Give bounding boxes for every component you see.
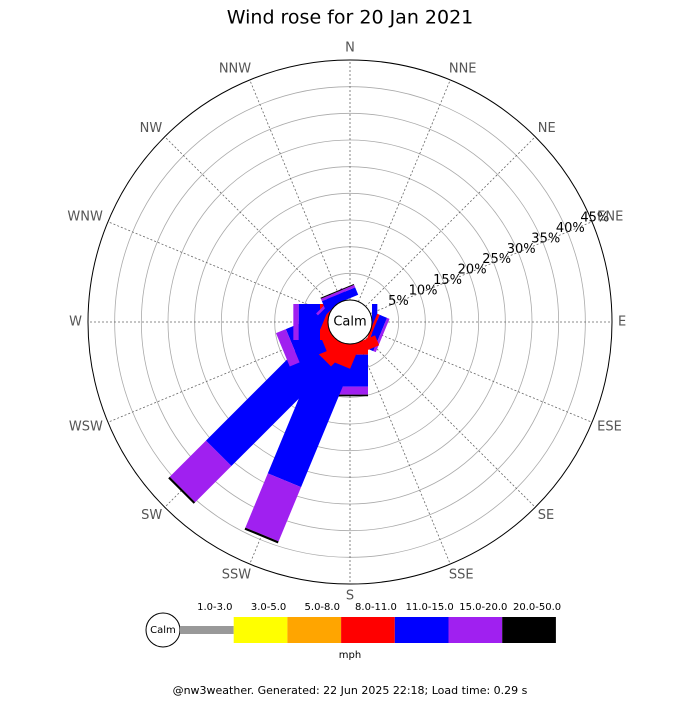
legend-swatch <box>502 617 556 643</box>
wind-bar-segment <box>244 527 279 544</box>
direction-label: SW <box>141 508 162 523</box>
direction-label: WNW <box>67 210 103 225</box>
direction-label: NE <box>538 121 556 136</box>
direction-label: WSW <box>69 419 103 434</box>
wind-bar-segment <box>320 283 355 299</box>
legend-swatch <box>180 626 234 634</box>
direction-label: N <box>345 41 355 56</box>
wind-bar-segment <box>293 304 299 340</box>
legend-swatch <box>341 617 395 643</box>
legend-label: 11.0-15.0 <box>406 602 454 613</box>
wind-bar-segment <box>168 476 196 504</box>
spoke <box>358 79 451 302</box>
direction-label: NNW <box>219 61 251 76</box>
r-tick-label: 25% <box>482 252 511 267</box>
calm-label: Calm <box>333 315 366 330</box>
legend-swatch <box>394 617 449 643</box>
legend-label: 20.0-50.0 <box>513 602 561 613</box>
spoke <box>370 221 593 314</box>
r-tick-label: 5% <box>388 294 409 309</box>
r-tick-label: 35% <box>531 231 560 246</box>
legend-label: 3.0-5.0 <box>251 602 286 613</box>
direction-label: E <box>618 315 626 330</box>
wind-bar-segment <box>332 394 368 397</box>
wind-bar-segment <box>169 440 232 503</box>
direction-label: ENE <box>597 210 623 225</box>
calm-circle <box>327 299 373 345</box>
legend-label: 5.0-8.0 <box>305 602 340 613</box>
wind-bar-segment <box>321 287 359 309</box>
direction-label: SSW <box>222 568 252 583</box>
legend-swatch <box>448 617 503 643</box>
spoke <box>107 221 330 314</box>
unit-label: mph <box>339 650 361 661</box>
legend-label: 15.0-20.0 <box>459 602 507 613</box>
wind-bar-segment <box>205 341 331 467</box>
direction-label: ESE <box>597 419 622 434</box>
grid-ring <box>220 192 480 452</box>
wind-bar-segment <box>275 329 300 367</box>
spoke <box>365 136 536 307</box>
legend-label: 8.0-11.0 <box>355 602 397 613</box>
spoke <box>249 79 342 302</box>
spoke <box>365 337 536 508</box>
direction-label: NW <box>140 121 163 136</box>
direction-label: SSE <box>449 568 474 583</box>
legend-calm-label: Calm <box>150 625 176 636</box>
wind-bar-segment <box>245 473 302 542</box>
wind-bar-segment <box>267 355 351 488</box>
legend-label: 1.0-3.0 <box>197 602 232 613</box>
legend-swatch <box>287 617 342 643</box>
r-tick-label: 15% <box>433 273 462 288</box>
direction-label: NNE <box>449 61 477 76</box>
wind-bar-segment <box>298 304 320 340</box>
chart-title: Wind rose for 20 Jan 2021 <box>227 7 474 29</box>
spoke <box>370 330 593 423</box>
legend-swatch <box>233 617 288 643</box>
r-tick-label: 20% <box>458 263 487 278</box>
spoke <box>358 342 451 565</box>
grid-ring <box>140 112 560 532</box>
direction-label: W <box>69 315 82 330</box>
grid-ring <box>87 59 613 585</box>
wind-bar-segment <box>320 284 356 302</box>
r-tick-label: 45% <box>580 211 609 226</box>
r-tick-label: 40% <box>556 221 585 236</box>
r-tick-label: 30% <box>507 242 536 257</box>
direction-label: S <box>346 589 354 604</box>
spoke <box>164 136 335 307</box>
footer: @nw3weather. Generated: 22 Jun 2025 22:1… <box>173 684 528 697</box>
direction-label: SE <box>538 508 554 523</box>
